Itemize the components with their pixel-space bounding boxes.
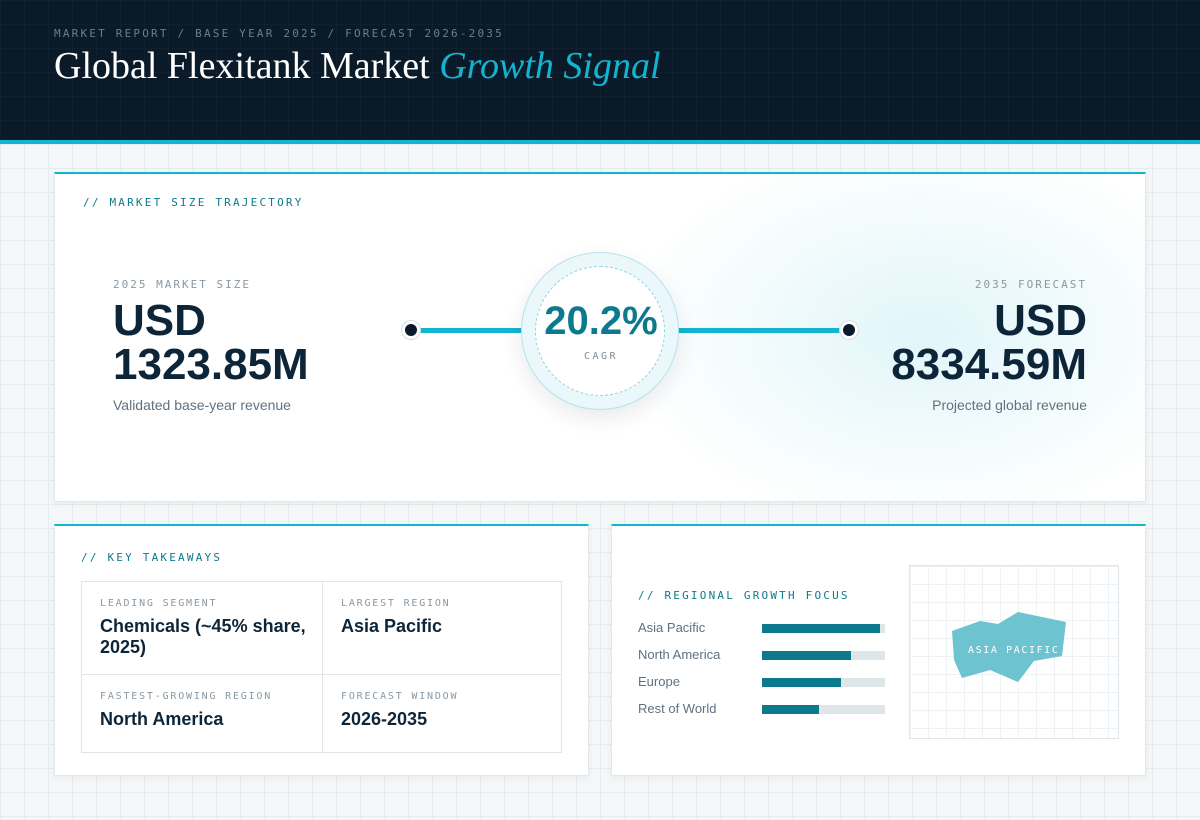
region-bar-row: Asia Pacific — [638, 618, 888, 638]
region-bar-fill — [762, 624, 880, 633]
region-bar-label: Europe — [638, 674, 680, 689]
takeaways-section-label: // KEY TAKEAWAYS — [81, 551, 222, 564]
cagr-badge: 20.2% CAGR — [521, 252, 679, 410]
takeaway-label: FASTEST-GROWING REGION — [100, 691, 272, 702]
region-bar-track — [762, 705, 885, 714]
trajectory-section-label: // MARKET SIZE TRAJECTORY — [83, 196, 304, 209]
takeaway-value: North America — [100, 709, 310, 730]
region-bar-row: Rest of World — [638, 699, 888, 719]
map-region-label: ASIA PACIFIC — [968, 645, 1059, 656]
region-bar-track — [762, 678, 885, 687]
region-bar-fill — [762, 705, 819, 714]
start-node — [402, 321, 420, 339]
trajectory-card: // MARKET SIZE TRAJECTORY 2025 MARKET SI… — [54, 172, 1146, 502]
end-stat-value: 8334.59M — [891, 343, 1087, 387]
cagr-inner-ring: 20.2% CAGR — [535, 266, 665, 396]
takeaway-value: Chemicals (~45% share, 2025) — [100, 616, 310, 658]
region-bar-row: North America — [638, 645, 888, 665]
takeaways-card: // KEY TAKEAWAYS LEADING SEGMENT Chemica… — [54, 524, 589, 776]
takeaway-cell: LEADING SEGMENT Chemicals (~45% share, 2… — [82, 582, 322, 675]
region-bar-track — [762, 651, 885, 660]
title-accent: Growth Signal — [439, 45, 660, 87]
header-accent-line — [0, 140, 1200, 144]
takeaways-grid: LEADING SEGMENT Chemicals (~45% share, 2… — [81, 581, 562, 753]
start-stat-description: Validated base-year revenue — [113, 397, 291, 413]
takeaway-cell: LARGEST REGION Asia Pacific — [322, 582, 562, 675]
region-bar-label: Rest of World — [638, 701, 717, 716]
takeaway-label: FORECAST WINDOW — [341, 691, 458, 702]
region-bar-label: Asia Pacific — [638, 620, 705, 635]
takeaway-label: LARGEST REGION — [341, 598, 451, 609]
region-bar-label: North America — [638, 647, 720, 662]
takeaway-value: 2026-2035 — [341, 709, 551, 730]
cagr-value: 20.2% — [536, 299, 666, 343]
takeaway-value: Asia Pacific — [341, 616, 551, 637]
report-eyebrow: MARKET REPORT / BASE YEAR 2025 / FORECAS… — [54, 27, 504, 40]
region-map: ASIA PACIFIC — [909, 565, 1119, 739]
regional-card: // REGIONAL GROWTH FOCUS Asia Pacific Nor… — [611, 524, 1146, 776]
title-main: Global Flexitank Market — [54, 45, 430, 87]
takeaway-cell: FORECAST WINDOW 2026-2035 — [322, 675, 562, 752]
region-bar-track — [762, 624, 885, 633]
region-bar-row: Europe — [638, 672, 888, 692]
region-bar-fill — [762, 678, 841, 687]
end-stat-label: 2035 FORECAST — [975, 278, 1087, 291]
start-stat-value: 1323.85M — [113, 343, 309, 387]
page-title: Global Flexitank Market Growth Signal — [54, 44, 661, 88]
takeaway-cell: FASTEST-GROWING REGION North America — [82, 675, 322, 752]
report-header: MARKET REPORT / BASE YEAR 2025 / FORECAS… — [0, 0, 1200, 140]
start-stat-label: 2025 MARKET SIZE — [113, 278, 251, 291]
regional-section-label: // REGIONAL GROWTH FOCUS — [638, 589, 850, 602]
end-stat-description: Projected global revenue — [932, 397, 1087, 413]
cagr-label: CAGR — [536, 351, 666, 362]
region-bar-fill — [762, 651, 851, 660]
start-stat-currency: USD — [113, 299, 206, 343]
takeaway-label: LEADING SEGMENT — [100, 598, 217, 609]
end-stat-currency: USD — [994, 299, 1087, 343]
end-node — [840, 321, 858, 339]
